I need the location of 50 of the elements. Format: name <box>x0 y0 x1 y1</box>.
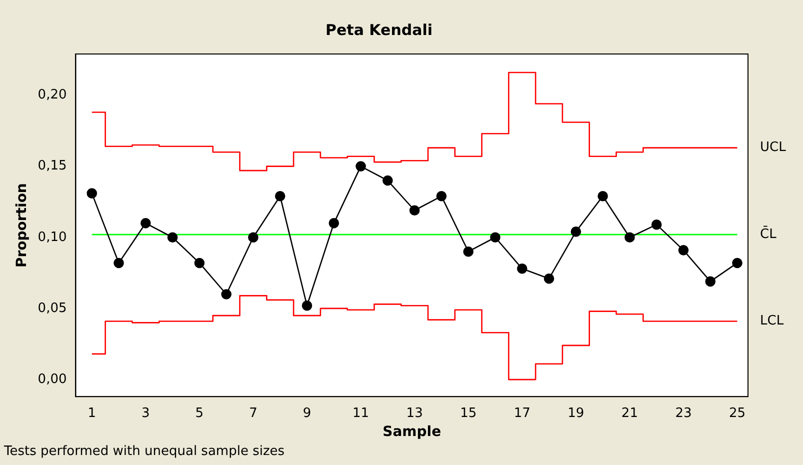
y-tick-label: 0,10 <box>38 230 67 245</box>
y-axis-title: Proportion <box>14 183 30 268</box>
point <box>167 232 178 243</box>
point <box>705 276 716 287</box>
ref-line-label: C̄L <box>760 226 778 242</box>
point <box>328 218 340 228</box>
point <box>570 226 582 237</box>
series-label: LCL <box>760 314 784 329</box>
point <box>274 191 286 202</box>
x-tick-label: 21 <box>621 406 638 421</box>
point <box>356 161 366 172</box>
x-axis-title: Sample <box>382 424 442 440</box>
point <box>114 258 124 268</box>
x-tick-label: 15 <box>460 406 477 421</box>
x-tick-label: 11 <box>352 406 370 421</box>
point <box>86 188 98 198</box>
point <box>463 246 474 257</box>
y-tick-label: 0,00 <box>38 372 67 387</box>
point <box>436 191 447 202</box>
y-tick-label: 0,15 <box>38 158 67 174</box>
y-tick-label: 0,20 <box>38 88 67 103</box>
x-tick-label: 1 <box>88 406 96 421</box>
point <box>651 219 662 230</box>
x-tick-label: 19 <box>568 406 584 421</box>
x-tick-label: 3 <box>142 406 150 421</box>
x-tick-label: 25 <box>728 406 746 421</box>
x-tick-label: 23 <box>675 406 692 421</box>
point <box>302 300 312 311</box>
point <box>516 264 528 274</box>
x-tick-label: 9 <box>302 406 312 421</box>
point <box>140 218 151 228</box>
point <box>598 191 608 202</box>
point <box>248 232 258 243</box>
point <box>732 258 742 268</box>
x-tick-label: 7 <box>249 406 258 421</box>
series-label: UCL <box>760 140 787 156</box>
point <box>678 245 689 256</box>
x-tick-label: 13 <box>406 406 423 421</box>
point <box>544 273 554 284</box>
point <box>490 232 500 243</box>
x-tick-label: 5 <box>195 406 204 421</box>
y-tick-label: 0,05 <box>38 300 67 316</box>
point <box>382 175 393 186</box>
text: Tests performed with unequal sample sizes <box>3 444 285 459</box>
point <box>221 289 232 300</box>
point <box>624 232 635 243</box>
x-tick-label: 17 <box>514 406 530 421</box>
chart-title: Peta Kendali <box>325 20 433 39</box>
point <box>409 205 420 216</box>
point <box>194 258 205 268</box>
